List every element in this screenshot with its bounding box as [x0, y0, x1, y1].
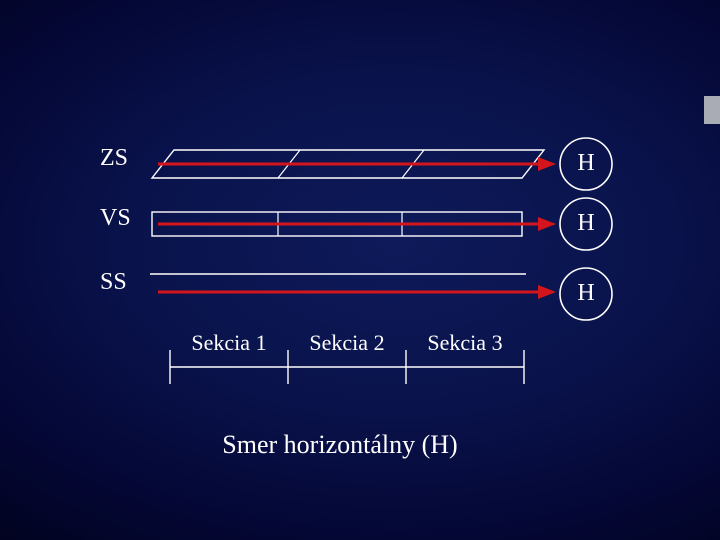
circle-label-1: H — [577, 210, 594, 237]
circle-label-2: H — [577, 280, 594, 307]
row-label-ss: SS — [100, 269, 127, 296]
row-label-vs: VS — [100, 205, 131, 232]
section-label-2: Sekcia 2 — [309, 330, 384, 356]
circle-label-0: H — [577, 150, 594, 177]
section-label-3: Sekcia 3 — [427, 330, 502, 356]
diagram-stage: ZS VS SS H H H Sekcia 1 Sekcia 2 Sekcia 3 Smer ho… — [0, 0, 720, 540]
diagram-title: Smer horizontálny (H) — [222, 430, 457, 460]
section-label-1: Sekcia 1 — [191, 330, 266, 356]
row-label-zs: ZS — [100, 145, 128, 172]
